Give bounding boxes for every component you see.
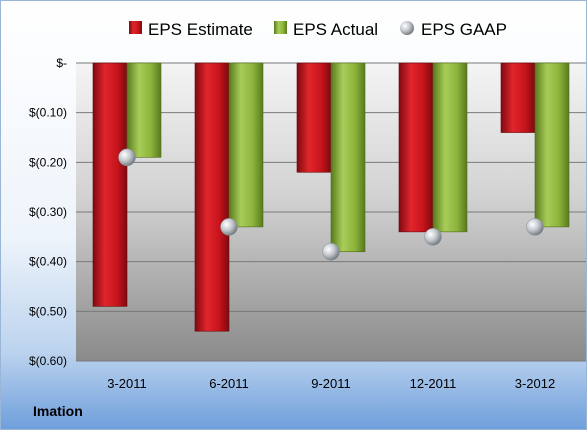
bar-estimate: [500, 62, 536, 133]
bar-actual: [126, 62, 162, 158]
y-tick-label: $(0.30): [29, 205, 67, 219]
legend-marker-gaap: [400, 21, 414, 35]
y-tick-label: $(0.40): [29, 255, 67, 269]
legend: EPS Estimate EPS Actual EPS GAAP: [129, 20, 507, 39]
gaap-marker: [526, 218, 544, 236]
legend-item-gaap: EPS GAAP: [400, 20, 507, 39]
bar-actual: [432, 62, 468, 233]
gaap-marker: [322, 242, 340, 261]
legend-label-gaap: EPS GAAP: [421, 20, 507, 39]
legend-label-estimate: EPS Estimate: [148, 20, 253, 39]
legend-swatch-actual: [274, 21, 287, 34]
legend-swatch-estimate: [129, 21, 142, 34]
bars: [92, 62, 570, 332]
bar-estimate: [194, 62, 230, 332]
x-tick-label: 3-2012: [515, 376, 555, 391]
bar-estimate: [296, 62, 332, 173]
x-tick-label: 12-2011: [410, 376, 457, 391]
bar-actual: [330, 62, 366, 253]
bar-estimate: [398, 62, 434, 233]
y-tick-label: $(0.10): [29, 106, 67, 120]
y-tick-label: $(0.60): [29, 354, 67, 368]
gaap-markers: [118, 148, 544, 261]
company-name: Imation: [33, 403, 83, 419]
x-axis-labels: 3-2011 6-2011 9-2011 12-2011 3-2012: [107, 376, 555, 391]
bar-actual: [228, 62, 264, 228]
x-tick-label: 3-2011: [107, 376, 147, 391]
legend-label-actual: EPS Actual: [293, 20, 378, 39]
y-tick-label: $-: [56, 56, 67, 70]
legend-item-estimate: EPS Estimate: [129, 20, 253, 39]
x-tick-label: 9-2011: [311, 376, 351, 391]
x-tick-label: 6-2011: [209, 376, 249, 391]
legend-item-actual: EPS Actual: [274, 20, 378, 39]
gaap-marker: [424, 228, 442, 246]
y-tick-label: $(0.50): [29, 304, 67, 318]
y-axis-ticks: $- $(0.10) $(0.20) $(0.30) $(0.40) $(0.50) $(0…: [29, 56, 67, 368]
gaap-marker: [118, 148, 136, 167]
y-tick-label: $(0.20): [29, 155, 67, 169]
bar-actual: [534, 62, 570, 228]
gaap-marker: [220, 218, 238, 236]
bar-estimate: [92, 62, 128, 307]
